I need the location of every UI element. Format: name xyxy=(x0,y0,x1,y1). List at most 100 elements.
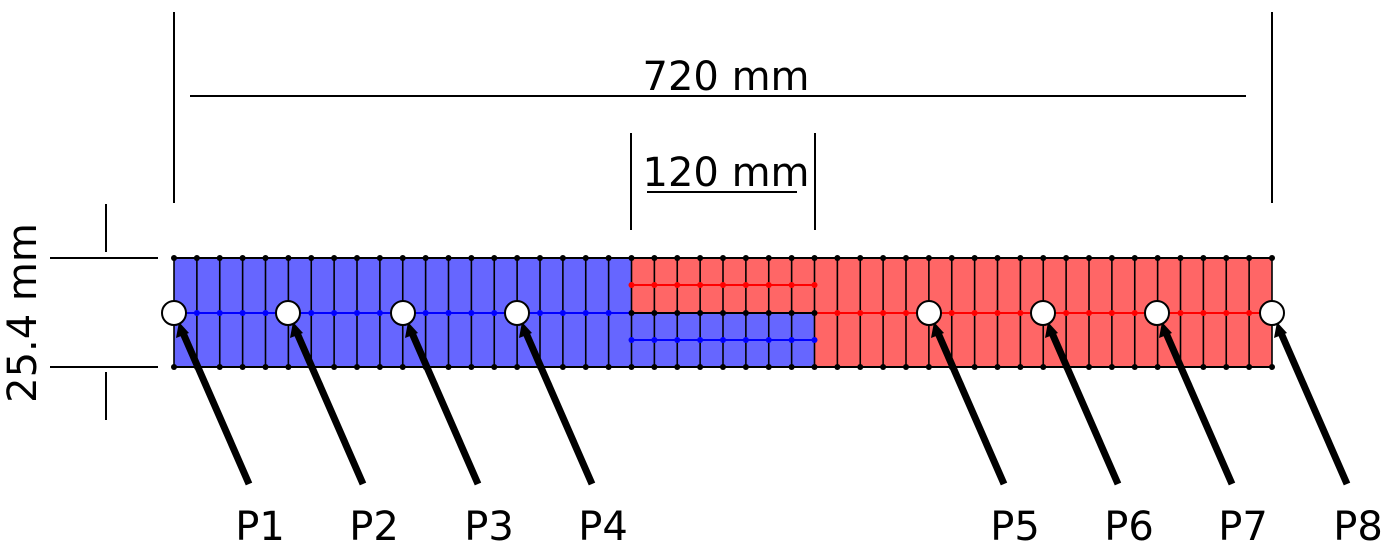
mesh-node xyxy=(1131,364,1138,370)
mesh-node xyxy=(262,310,269,316)
pointer-arrow xyxy=(408,331,482,486)
mesh-node xyxy=(765,310,772,316)
pointer-arrowhead xyxy=(1274,322,1287,338)
mesh-node xyxy=(262,364,269,370)
mesh-node xyxy=(605,255,612,261)
mesh-node xyxy=(262,255,269,261)
mesh-node xyxy=(445,310,452,316)
mesh-body xyxy=(171,255,1275,370)
mesh-node xyxy=(216,364,223,370)
mesh-node xyxy=(354,255,360,261)
point-label: P1 xyxy=(235,504,285,550)
pointer-arrow xyxy=(293,331,367,486)
point-marker xyxy=(1030,300,1056,326)
mesh-node xyxy=(582,364,589,370)
point-marker xyxy=(1144,300,1170,326)
mesh-node xyxy=(697,337,704,343)
mesh-node xyxy=(742,337,749,343)
mesh-node xyxy=(193,255,200,261)
measurement-point-p6: P6 xyxy=(1030,300,1154,550)
mesh-node xyxy=(445,364,452,370)
mesh-node xyxy=(1154,255,1161,261)
mesh-node xyxy=(674,282,681,288)
mesh-node xyxy=(765,282,772,288)
mesh-node xyxy=(399,364,406,370)
mesh-node xyxy=(811,310,818,316)
point-label: P8 xyxy=(1333,504,1383,550)
mesh-node xyxy=(468,364,475,370)
mesh-node xyxy=(720,282,726,288)
measurement-point-p1: P1 xyxy=(161,300,285,550)
mesh-node xyxy=(491,255,498,261)
mesh-node xyxy=(903,364,909,370)
measurement-point-p8: P8 xyxy=(1259,300,1383,550)
mesh-node xyxy=(720,310,726,316)
mesh-node xyxy=(559,364,566,370)
mesh-node xyxy=(331,255,338,261)
point-label: P5 xyxy=(990,504,1040,550)
mesh-node xyxy=(880,364,887,370)
point-label: P6 xyxy=(1104,504,1154,550)
mesh-node xyxy=(605,364,612,370)
mesh-node xyxy=(994,310,1001,316)
mesh-node xyxy=(834,310,841,316)
mesh-node xyxy=(399,255,406,261)
height-label: 25.4 mm xyxy=(0,223,46,403)
measurement-point-p7: P7 xyxy=(1144,300,1268,550)
mesh-node xyxy=(765,337,772,343)
mesh-node xyxy=(651,255,658,261)
point-marker xyxy=(275,300,301,326)
measurement-point-p2: P2 xyxy=(275,300,399,550)
mesh-node xyxy=(925,255,932,261)
mesh-node xyxy=(788,255,795,261)
mesh-node xyxy=(1063,310,1070,316)
mesh-node xyxy=(331,310,338,316)
pointer-arrowhead xyxy=(176,322,189,338)
mesh-node xyxy=(1177,255,1184,261)
mesh-node xyxy=(834,255,841,261)
mesh-node xyxy=(697,282,704,288)
mesh-node xyxy=(216,310,223,316)
pointer-arrow xyxy=(1162,331,1236,486)
mesh-node xyxy=(1246,364,1253,370)
mesh-node xyxy=(651,310,658,316)
mesh-node xyxy=(811,364,818,370)
pointer-arrowhead xyxy=(1159,322,1172,338)
mesh-node xyxy=(1154,364,1161,370)
point-marker xyxy=(1259,300,1285,326)
mesh-node xyxy=(788,310,795,316)
mesh-node xyxy=(765,364,772,370)
mesh-node xyxy=(674,255,681,261)
pointer-arrow xyxy=(1048,331,1122,486)
mesh-node xyxy=(1108,255,1115,261)
mesh-node xyxy=(422,255,429,261)
point-label: P3 xyxy=(464,504,514,550)
point-marker xyxy=(390,300,416,326)
mesh-node xyxy=(788,364,795,370)
mesh-node xyxy=(651,337,658,343)
mesh-node xyxy=(354,310,360,316)
mesh-node xyxy=(468,255,475,261)
mesh-node xyxy=(903,255,909,261)
mesh-node xyxy=(880,255,887,261)
mesh-node xyxy=(971,364,978,370)
mesh-node xyxy=(1063,255,1070,261)
overlap-length-dimension: 120 mm xyxy=(630,133,816,230)
pointer-arrowhead xyxy=(931,322,944,338)
point-label: P2 xyxy=(349,504,399,550)
point-label: P7 xyxy=(1218,504,1268,550)
mesh-node xyxy=(1017,364,1024,370)
mesh-node xyxy=(1246,255,1253,261)
mesh-node xyxy=(742,255,749,261)
mesh-node xyxy=(354,364,360,370)
mesh-node xyxy=(628,337,635,343)
mesh-node xyxy=(834,364,841,370)
pointer-arrow xyxy=(522,331,596,486)
mesh-node xyxy=(971,255,978,261)
mesh-node xyxy=(651,364,658,370)
mesh-node xyxy=(1040,255,1047,261)
total-length-dimension: 720 mm xyxy=(173,12,1273,203)
mesh-node xyxy=(697,255,704,261)
mesh-node xyxy=(948,255,955,261)
mesh-node xyxy=(1246,310,1253,316)
